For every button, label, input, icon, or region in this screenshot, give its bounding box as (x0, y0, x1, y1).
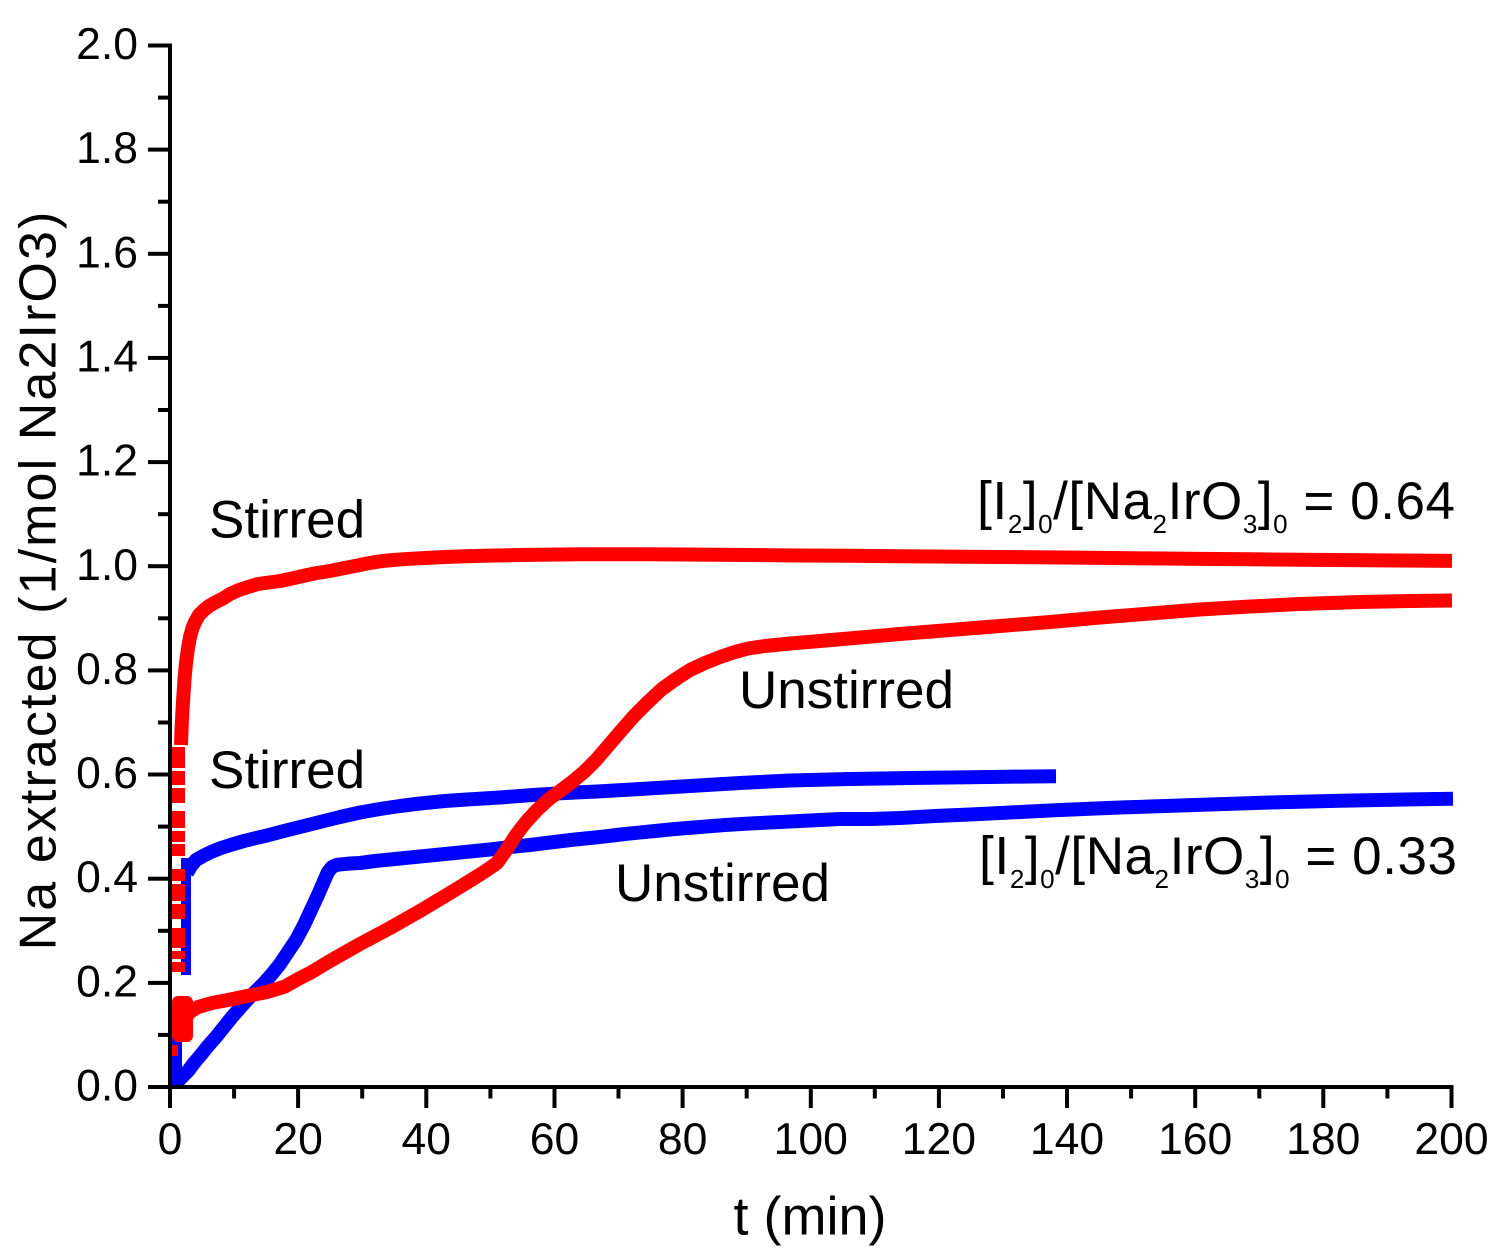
svg-text:0.2: 0.2 (76, 957, 138, 1006)
svg-text:Stirred: Stirred (209, 491, 365, 550)
svg-text:0.6: 0.6 (76, 749, 138, 798)
svg-text:2.0: 2.0 (76, 20, 138, 69)
svg-text:1.0: 1.0 (76, 541, 138, 590)
svg-text:1.2: 1.2 (76, 437, 138, 486)
svg-text:1.8: 1.8 (76, 124, 138, 173)
svg-text:0: 0 (158, 1115, 183, 1164)
svg-text:160: 160 (1158, 1115, 1232, 1164)
svg-text:0.4: 0.4 (76, 853, 138, 902)
svg-text:1.6: 1.6 (76, 228, 138, 277)
svg-text:120: 120 (902, 1115, 976, 1164)
svg-text:Na extracted (1/mol Na2IrO3): Na extracted (1/mol Na2IrO3) (10, 210, 68, 951)
svg-text:Unstirred: Unstirred (615, 854, 830, 913)
svg-text:60: 60 (530, 1115, 580, 1164)
svg-text:0.0: 0.0 (76, 1062, 138, 1111)
svg-text:140: 140 (1030, 1115, 1104, 1164)
svg-text:[I2]0/[Na2IrO3]0 = 0.33: [I2]0/[Na2IrO3]0 = 0.33 (979, 827, 1458, 894)
svg-text:1.4: 1.4 (76, 332, 138, 381)
svg-text:Unstirred: Unstirred (739, 661, 954, 720)
svg-text:40: 40 (402, 1115, 452, 1164)
svg-text:[I2]0/[Na2IrO3]0 = 0.64: [I2]0/[Na2IrO3]0 = 0.64 (977, 472, 1456, 539)
svg-text:20: 20 (273, 1115, 323, 1164)
svg-text:0.8: 0.8 (76, 645, 138, 694)
svg-text:t (min): t (min) (734, 1187, 887, 1247)
svg-text:180: 180 (1286, 1115, 1360, 1164)
svg-text:200: 200 (1414, 1115, 1488, 1164)
svg-text:100: 100 (774, 1115, 848, 1164)
svg-text:80: 80 (658, 1115, 708, 1164)
svg-text:Stirred: Stirred (209, 741, 365, 800)
